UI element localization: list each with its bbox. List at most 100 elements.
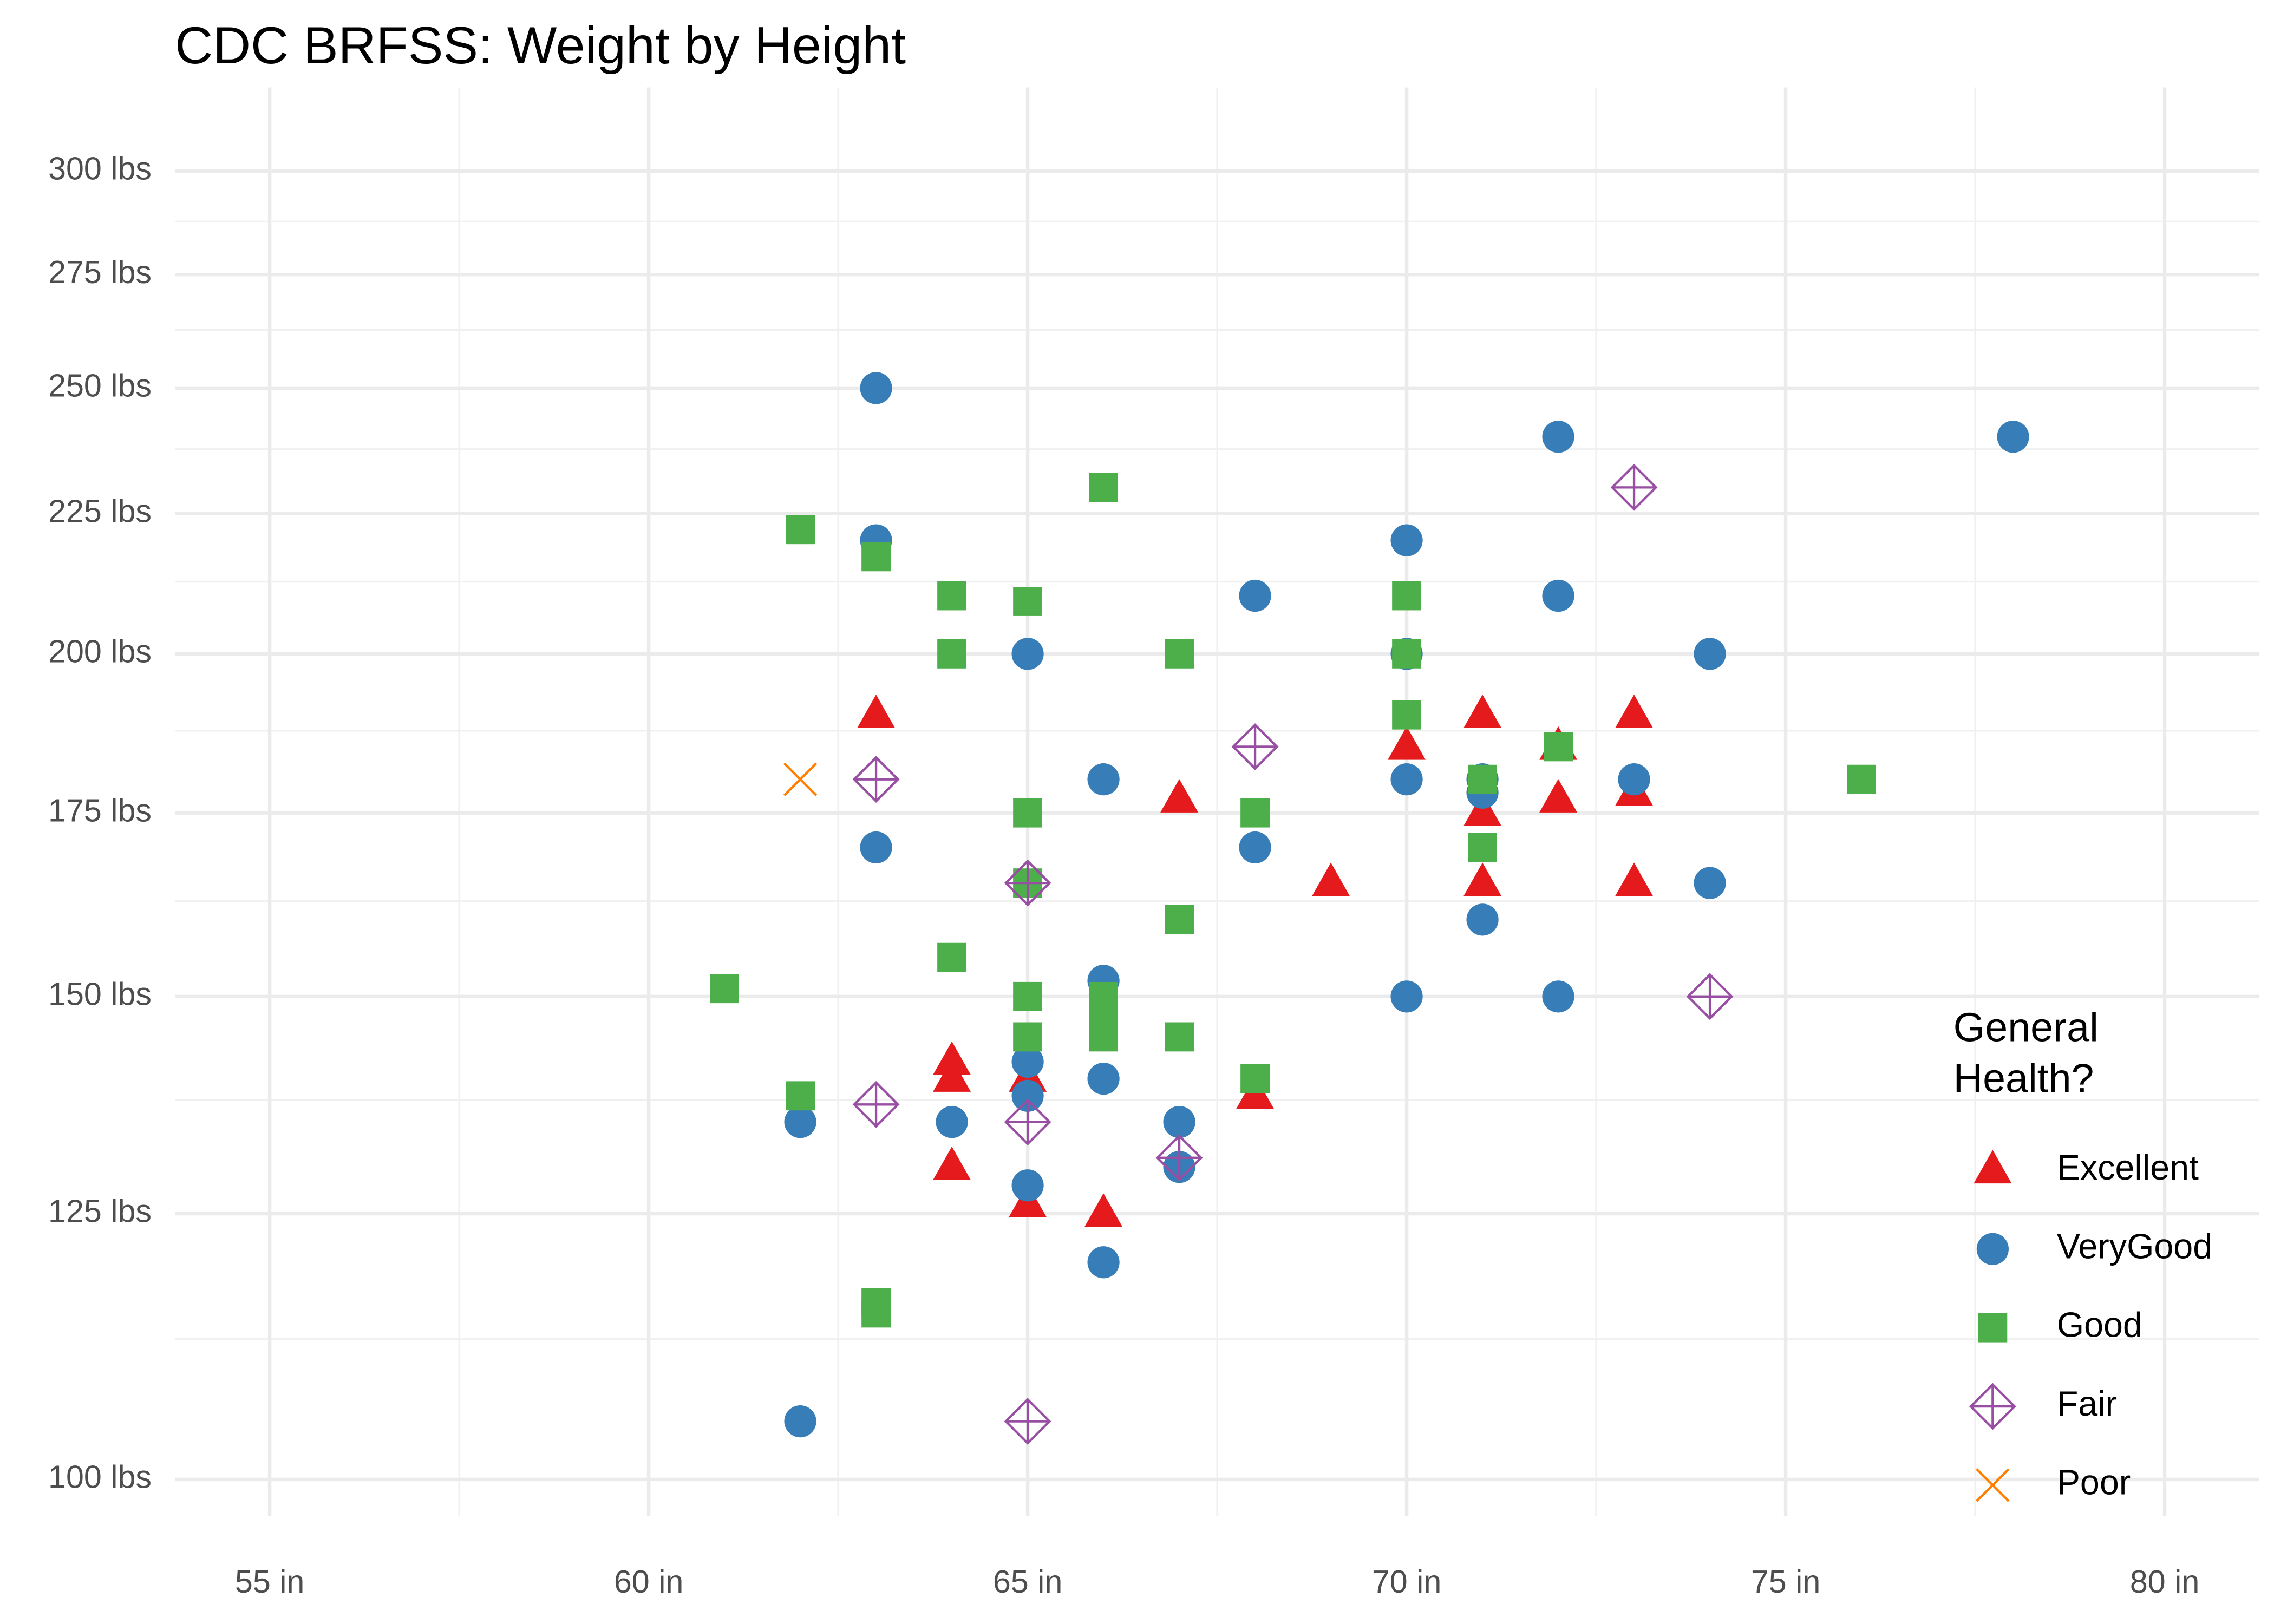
y-tick-label: 125 lbs bbox=[48, 1193, 152, 1229]
legend-key bbox=[1969, 1383, 2016, 1430]
point bbox=[933, 1041, 971, 1075]
y-tick-label: 250 lbs bbox=[48, 368, 152, 404]
point bbox=[786, 515, 815, 545]
point bbox=[1468, 833, 1497, 862]
point bbox=[861, 542, 891, 572]
legend-key bbox=[1976, 1468, 2010, 1502]
point bbox=[1155, 1134, 1203, 1182]
point bbox=[861, 1298, 891, 1328]
point bbox=[1011, 1045, 1044, 1078]
point bbox=[933, 1058, 971, 1092]
point bbox=[937, 639, 967, 669]
point bbox=[860, 372, 892, 404]
point bbox=[937, 942, 967, 972]
legend-label: Good bbox=[2057, 1306, 2142, 1345]
y-tick-label: 225 lbs bbox=[48, 493, 152, 529]
point bbox=[1240, 1064, 1270, 1093]
point bbox=[1004, 1398, 1051, 1445]
point bbox=[784, 1405, 816, 1438]
point bbox=[1388, 726, 1426, 760]
point bbox=[1542, 421, 1574, 453]
x-tick-label: 70 in bbox=[1372, 1563, 1441, 1600]
point bbox=[1239, 579, 1271, 612]
y-tick-label: 200 lbs bbox=[48, 633, 152, 669]
point bbox=[1463, 792, 1502, 826]
point bbox=[1542, 579, 1574, 612]
point bbox=[1089, 1022, 1119, 1052]
point bbox=[1231, 723, 1279, 770]
point bbox=[1392, 700, 1421, 730]
point bbox=[1312, 862, 1350, 896]
point bbox=[1013, 981, 1043, 1011]
point bbox=[1087, 1246, 1120, 1279]
point bbox=[1615, 862, 1654, 896]
legend-label: Poor bbox=[2057, 1463, 2131, 1502]
point bbox=[1463, 695, 1502, 728]
y-tick-label: 275 lbs bbox=[48, 254, 152, 290]
point bbox=[1013, 587, 1043, 616]
y-tick-label: 100 lbs bbox=[48, 1459, 152, 1495]
point bbox=[1390, 980, 1423, 1013]
chart-title: CDC BRFSS: Weight by Height bbox=[175, 16, 906, 75]
point bbox=[936, 1106, 968, 1138]
point bbox=[1544, 732, 1573, 762]
point bbox=[937, 581, 967, 611]
legend-key bbox=[1976, 1233, 2009, 1265]
point bbox=[1160, 778, 1199, 813]
point bbox=[1390, 763, 1423, 796]
point bbox=[784, 1106, 816, 1138]
legend-key bbox=[1978, 1313, 2008, 1343]
point bbox=[1087, 1063, 1120, 1095]
point bbox=[1239, 831, 1271, 864]
point bbox=[1542, 980, 1574, 1013]
point bbox=[1997, 421, 2029, 453]
point bbox=[1087, 763, 1120, 796]
legend-key bbox=[1974, 1150, 2012, 1184]
point bbox=[1847, 764, 1876, 794]
legend-title: Health? bbox=[1953, 1056, 2094, 1101]
point bbox=[1163, 1106, 1195, 1138]
point bbox=[1011, 1079, 1044, 1112]
point bbox=[1390, 524, 1423, 556]
point bbox=[786, 1081, 815, 1111]
point bbox=[1165, 905, 1194, 934]
point bbox=[1610, 463, 1658, 511]
point bbox=[1686, 973, 1734, 1020]
x-tick-label: 75 in bbox=[1751, 1563, 1820, 1600]
point bbox=[1013, 798, 1043, 828]
legend-label: Excellent bbox=[2057, 1148, 2199, 1187]
point bbox=[783, 762, 818, 796]
point bbox=[1011, 1169, 1044, 1202]
y-tick-label: 300 lbs bbox=[48, 150, 152, 186]
point bbox=[1694, 867, 1726, 899]
point bbox=[852, 1081, 900, 1128]
point bbox=[1165, 639, 1194, 669]
legend-title: General bbox=[1953, 1004, 2099, 1050]
point bbox=[852, 756, 900, 803]
point bbox=[1618, 763, 1650, 796]
y-tick-label: 150 lbs bbox=[48, 975, 152, 1012]
y-tick-label: 175 lbs bbox=[48, 792, 152, 828]
legend-label: VeryGood bbox=[2057, 1227, 2212, 1266]
point bbox=[1466, 903, 1499, 936]
point bbox=[1004, 1098, 1051, 1146]
point bbox=[933, 1146, 971, 1180]
point bbox=[1539, 778, 1578, 813]
point bbox=[1392, 581, 1421, 611]
point bbox=[857, 695, 896, 728]
x-tick-label: 65 in bbox=[993, 1563, 1062, 1600]
point bbox=[1165, 1022, 1194, 1052]
point bbox=[1468, 764, 1497, 794]
point bbox=[1004, 859, 1051, 907]
point bbox=[1463, 862, 1502, 896]
legend-label: Fair bbox=[2057, 1384, 2117, 1423]
point bbox=[1694, 638, 1726, 670]
x-tick-label: 80 in bbox=[2130, 1563, 2199, 1600]
point bbox=[1084, 1193, 1123, 1227]
point bbox=[1089, 473, 1119, 502]
point bbox=[1392, 639, 1421, 669]
point bbox=[1013, 1022, 1043, 1052]
x-tick-label: 60 in bbox=[614, 1563, 683, 1600]
